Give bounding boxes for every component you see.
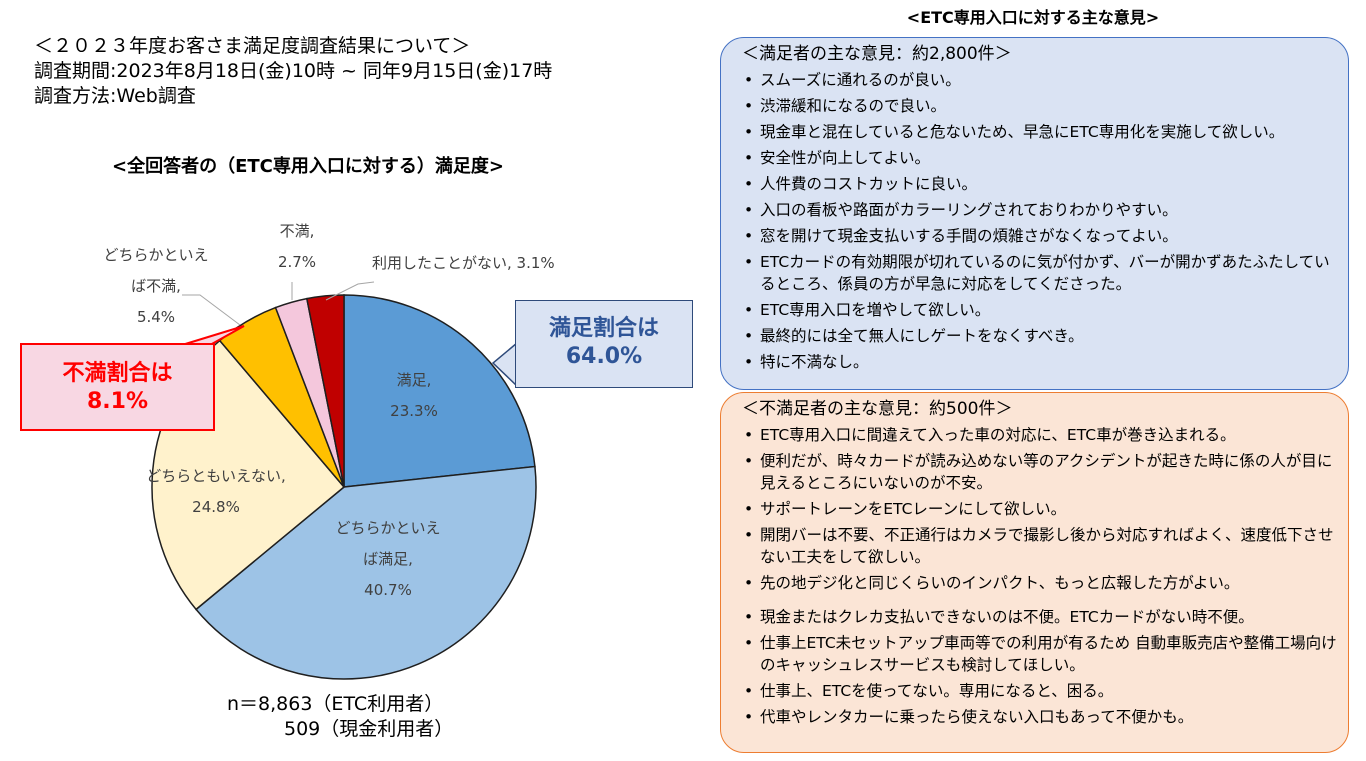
pie-slice bbox=[195, 465, 537, 680]
satisfied-opinions-box: ＜満足者の主な意見：約2,800件＞ スムーズに通れるのが良い。 渋滞緩和になる… bbox=[720, 37, 1349, 390]
survey-method: 調査方法:Web調査 bbox=[34, 85, 196, 107]
list-item: スムーズに通れるのが良い。 bbox=[742, 69, 1338, 91]
sample-size-etc: n＝8,863（ETC利用者） bbox=[227, 693, 444, 715]
list-item: 特に不満なし。 bbox=[742, 351, 1338, 373]
list-item: 現金車と混在していると危ないため、早急にETC専用化を実施して欲しい。 bbox=[742, 121, 1338, 143]
list-item: 仕事上、ETCを使ってない。専用になると、困る。 bbox=[742, 680, 1338, 702]
list-item: 安全性が向上してよい。 bbox=[742, 147, 1338, 169]
pie-slice-label: どちらかといえば不満, 5.4% bbox=[103, 246, 208, 326]
list-item: 最終的には全て無人にしゲートをなくすべき。 bbox=[742, 325, 1338, 347]
leader-line bbox=[182, 294, 241, 326]
dissatisfied-opinions-title: ＜不満足者の主な意見：約500件＞ bbox=[742, 399, 1013, 419]
leader-line bbox=[325, 281, 375, 301]
sample-size-cash: 509（現金利用者） bbox=[284, 718, 454, 740]
satisfied-ratio-label: 満足割合は bbox=[548, 316, 659, 341]
pie-slice-label: 利用したことがない, 3.1% bbox=[372, 254, 555, 272]
pie-slice-label: 満足, 23.3% bbox=[390, 371, 438, 420]
pie-slice bbox=[305, 294, 345, 488]
sample-size-note: n＝8,863（ETC利用者） 509（現金利用者） bbox=[227, 692, 453, 742]
list-item: サポートレーンをETCレーンにして欲しい。 bbox=[742, 498, 1338, 520]
list-item: 窓を開けて現金支払いする手間の煩雑さがなくなってよい。 bbox=[742, 225, 1338, 247]
pie-slice-label: 不満, 2.7% bbox=[278, 222, 316, 271]
list-item: 人件費のコストカットに良い。 bbox=[742, 173, 1338, 195]
list-item: ETC専用入口を増やして欲しい。 bbox=[742, 299, 1338, 321]
dissatisfied-ratio-label: 不満割合は bbox=[62, 361, 173, 386]
list-item: ETCカードの有効期限が切れているのに気が付かず、バーが開かずあたふたしていると… bbox=[742, 251, 1338, 295]
list-item: 渋滞緩和になるので良い。 bbox=[742, 95, 1338, 117]
survey-period: 調査期間:2023年8月18日(金)10時 ~ 同年9月15日(金)17時 bbox=[34, 60, 553, 82]
satisfied-ratio-value: 64.0% bbox=[565, 344, 643, 369]
satisfied-ratio-callout: 満足割合は 64.0% bbox=[515, 300, 693, 388]
list-item: 便利だが、時々カードが読み込めない等のアクシデントが起きた時に係の人が目に見える… bbox=[742, 450, 1338, 494]
pie-slice bbox=[343, 294, 536, 488]
list-item: ETC専用入口に間違えて入った車の対応に、ETC車が巻き込まれる。 bbox=[742, 424, 1338, 446]
dissatisfied-ratio-value: 8.1% bbox=[86, 389, 148, 414]
list-item: 代車やレンタカーに乗ったら使えない入口もあって不便かも。 bbox=[742, 706, 1338, 728]
survey-header: ＜２０２３年度お客さま満足度調査結果について＞ 調査期間:2023年8月18日(… bbox=[34, 34, 552, 109]
list-item: 先の地デジ化と同じくらいのインパクト、もっと広報した方がよい。 bbox=[742, 572, 1338, 594]
list-item: 開閉バーは不要、不正通行はカメラで撮影し後から対応すればよく、速度低下させない工… bbox=[742, 524, 1338, 568]
chart-title: <全回答者の（ETC専用入口に対する）満足度> bbox=[112, 156, 504, 177]
opinions-title: <ETC専用入口に対する主な意見> bbox=[906, 8, 1160, 27]
list-item: 仕事上ETC未セットアップ車両等での利用が有るため 自動車販売店や整備工場向けの… bbox=[742, 632, 1338, 676]
list-item: 現金またはクレカ支払いできないのは不便。ETCカードがない時不便。 bbox=[742, 606, 1338, 628]
pie-slice-label: どちらともいえない, 24.8% bbox=[146, 467, 285, 516]
satisfied-opinions-list: スムーズに通れるのが良い。 渋滞緩和になるので良い。 現金車と混在していると危な… bbox=[742, 69, 1338, 373]
satisfied-opinions-title: ＜満足者の主な意見：約2,800件＞ bbox=[742, 44, 1012, 64]
dissatisfied-ratio-callout: 不満割合は 8.1% bbox=[20, 343, 215, 431]
pie-slice-label: どちらかといえば満足, 40.7% bbox=[335, 519, 440, 599]
list-item: 入口の看板や路面がカラーリングされておりわかりやすい。 bbox=[742, 199, 1338, 221]
dissatisfied-opinions-list: ETC専用入口に間違えて入った車の対応に、ETC車が巻き込まれる。 便利だが、時… bbox=[742, 424, 1338, 728]
survey-title: ＜２０２３年度お客さま満足度調査結果について＞ bbox=[34, 35, 471, 57]
dissatisfied-opinions-box: ＜不満足者の主な意見：約500件＞ ETC専用入口に間違えて入った車の対応に、E… bbox=[720, 392, 1349, 753]
